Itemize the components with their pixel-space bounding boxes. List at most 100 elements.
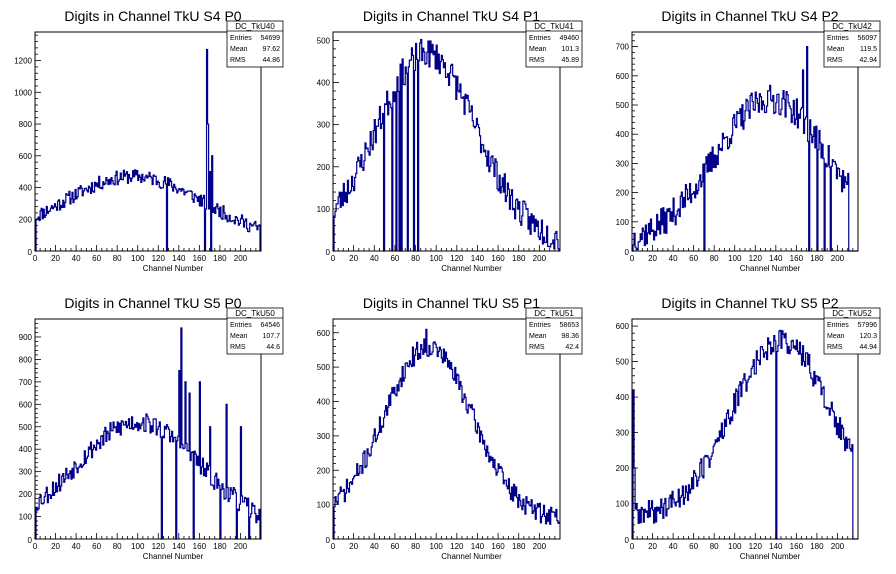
stats-label: Mean: [827, 333, 845, 340]
x-tick-label: 0: [331, 254, 336, 263]
x-tick-label: 140: [471, 542, 485, 551]
x-axis-label: Channel Number: [441, 552, 502, 561]
y-tick-label: 400: [317, 79, 331, 88]
x-tick-label: 40: [370, 542, 379, 551]
stats-name: DC_TkU40: [235, 22, 275, 31]
x-tick-label: 0: [33, 542, 38, 551]
panel-title: Digits in Channel TkU S5 P1: [363, 295, 540, 311]
stats-box: DC_TkU52 Entries 57996 Mean 120.3 RMS 44.94: [823, 307, 881, 355]
y-tick-label: 0: [326, 536, 331, 545]
y-tick-label: 800: [19, 355, 33, 364]
stats-box: DC_TkU40 Entries 54699 Mean 97.62 RMS 44.86: [226, 20, 284, 68]
stats-label: Entries: [529, 322, 551, 329]
stats-name: DC_TkU50: [235, 309, 275, 318]
stats-name: DC_TkU41: [534, 22, 574, 31]
x-tick-label: 160: [790, 254, 804, 263]
histogram-series: [35, 48, 261, 252]
y-tick-label: 200: [19, 490, 33, 499]
stats-box: DC_TkU42 Entries 56097 Mean 119.5 RMS 42.94: [823, 20, 881, 68]
y-tick-label: 700: [616, 43, 630, 52]
y-tick-label: 300: [616, 159, 630, 168]
stats-box-frame: [823, 20, 881, 68]
x-axis-label: Channel Number: [441, 264, 502, 273]
stats-value: 120.3: [859, 333, 877, 340]
stats-label: Mean: [529, 46, 547, 53]
stats-value: 64546: [261, 322, 281, 329]
x-tick-label: 100: [430, 542, 444, 551]
y-tick-label: 200: [317, 466, 331, 475]
panel-title: Digits in Channel TkU S4 P0: [64, 8, 241, 24]
x-axis-label: Channel Number: [740, 552, 801, 561]
x-tick-label: 40: [669, 254, 678, 263]
histogram-panel-2: Digits in Channel TkU S4 P2 0 20 40 60 80 100 1…: [616, 8, 881, 273]
stats-label: RMS: [529, 57, 545, 64]
y-tick-label: 100: [616, 500, 630, 509]
x-tick-label: 40: [669, 542, 678, 551]
x-tick-label: 200: [533, 254, 547, 263]
y-tick-label: 400: [19, 184, 33, 193]
y-tick-label: 600: [317, 329, 331, 338]
stats-value: 119.5: [860, 46, 877, 53]
stats-value: 44.94: [859, 344, 877, 351]
x-tick-label: 120: [152, 254, 166, 263]
stats-value: 98.36: [561, 333, 579, 340]
y-tick-label: 800: [19, 120, 33, 129]
x-tick-label: 20: [349, 542, 358, 551]
x-tick-label: 0: [630, 254, 635, 263]
x-tick-label: 160: [491, 254, 505, 263]
histogram-panel-4: Digits in Channel TkU S5 P1 0 20 40 60 80 100 1…: [317, 295, 583, 561]
x-tick-label: 140: [172, 254, 186, 263]
x-tick-label: 80: [710, 254, 719, 263]
y-tick-label: 0: [28, 248, 33, 257]
stats-name: DC_TkU52: [832, 309, 872, 318]
stats-label: RMS: [230, 344, 246, 351]
x-tick-label: 120: [450, 542, 464, 551]
histogram-series: [333, 328, 560, 540]
stats-box-frame: [226, 20, 284, 68]
stats-box: DC_TkU41 Entries 49460 Mean 101.3 RMS 45.89: [525, 20, 583, 68]
x-tick-label: 180: [810, 542, 824, 551]
panel-title: Digits in Channel TkU S4 P1: [363, 8, 540, 24]
panel-title: Digits in Channel TkU S5 P2: [661, 295, 838, 311]
y-tick-label: 400: [616, 130, 630, 139]
y-tick-label: 0: [28, 536, 33, 545]
stats-box-frame: [525, 307, 583, 355]
x-tick-label: 40: [370, 254, 379, 263]
y-tick-label: 500: [317, 363, 331, 372]
y-tick-label: 500: [616, 101, 630, 110]
y-tick-label: 600: [616, 72, 630, 81]
histogram-panel-5: Digits in Channel TkU S5 P2 0 20 40 60 80 100 1…: [616, 295, 881, 561]
stats-label: Entries: [827, 322, 849, 329]
y-tick-label: 1000: [14, 88, 32, 97]
x-axis-label: Channel Number: [740, 264, 801, 273]
histogram-series: [35, 327, 261, 540]
stats-label: RMS: [230, 57, 246, 64]
y-tick-label: 900: [19, 333, 33, 342]
stats-label: Entries: [230, 322, 252, 329]
stats-value: 44.86: [262, 57, 280, 64]
x-tick-label: 60: [92, 542, 101, 551]
stats-box-frame: [226, 307, 284, 355]
stats-value: 58653: [560, 322, 580, 329]
x-tick-label: 80: [113, 254, 122, 263]
histogram-panel-0: Digits in Channel TkU S4 P0 0 20 40 60 80 100 1…: [14, 8, 284, 273]
x-tick-label: 60: [390, 542, 399, 551]
stats-box: DC_TkU50 Entries 64546 Mean 107.7 RMS 44.6: [226, 307, 284, 355]
y-tick-label: 100: [19, 513, 33, 522]
x-tick-label: 0: [331, 542, 336, 551]
stats-value: 44.6: [266, 344, 280, 351]
y-tick-label: 0: [625, 536, 630, 545]
stats-label: Mean: [529, 333, 547, 340]
y-tick-label: 500: [616, 358, 630, 367]
stats-label: Entries: [827, 35, 849, 42]
x-tick-label: 0: [630, 542, 635, 551]
y-tick-label: 300: [616, 429, 630, 438]
x-axis-label: Channel Number: [143, 552, 204, 561]
y-tick-label: 600: [19, 152, 33, 161]
stats-label: RMS: [827, 344, 843, 351]
x-tick-label: 60: [92, 254, 101, 263]
x-tick-label: 140: [172, 542, 186, 551]
x-tick-label: 200: [831, 254, 845, 263]
x-tick-label: 100: [728, 542, 742, 551]
